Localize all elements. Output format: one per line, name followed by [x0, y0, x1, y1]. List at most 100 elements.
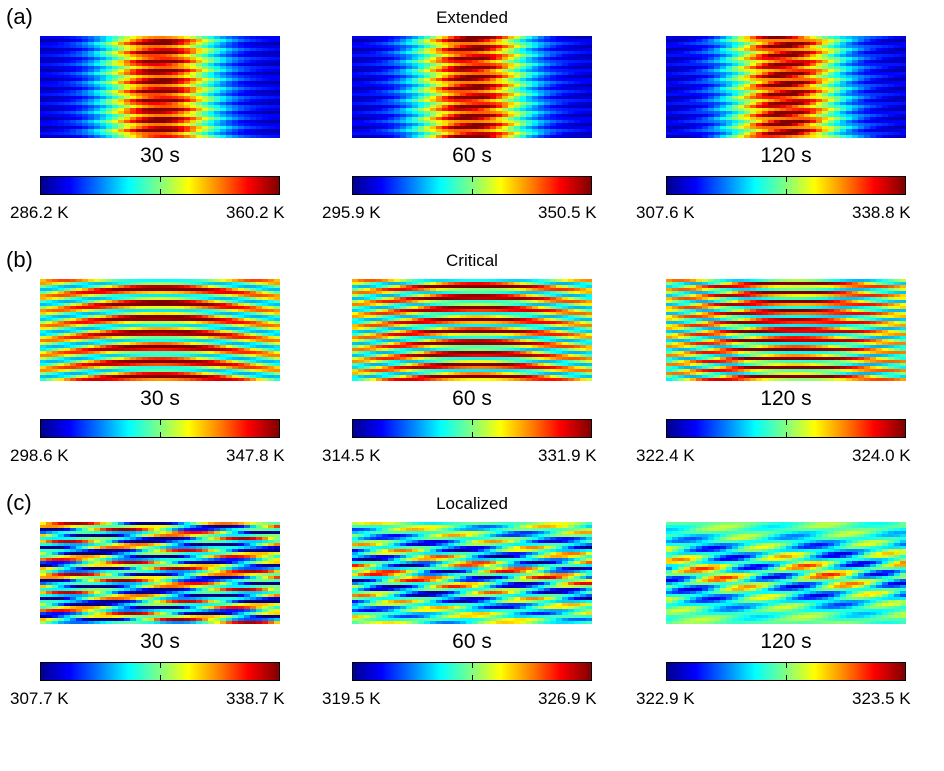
heatmap-cell — [684, 39, 691, 43]
colorbar-max-label: 360.2 K — [226, 203, 285, 222]
heatmap-cell — [232, 135, 239, 138]
heatmap-cell — [274, 105, 280, 109]
heatmap-cell — [142, 39, 149, 43]
heatmap-cell — [894, 75, 901, 79]
heatmap-cell — [52, 57, 59, 61]
heatmap-cell — [178, 114, 185, 118]
heatmap-cell — [478, 120, 485, 124]
heatmap-cell — [888, 66, 895, 70]
heatmap-cell — [118, 321, 125, 325]
heatmap-cell — [744, 75, 751, 79]
heatmap-cell — [94, 297, 101, 301]
heatmap-cell — [70, 300, 77, 304]
heatmap-cell — [76, 39, 83, 43]
heatmap-cell — [738, 105, 745, 109]
heatmap-cell — [172, 123, 179, 127]
heatmap-cell — [556, 96, 563, 100]
heatmap-cell — [870, 117, 877, 121]
heatmap-cell — [532, 132, 539, 136]
heatmap-cell — [418, 114, 425, 118]
heatmap-cell — [400, 60, 407, 64]
heatmap-cell — [732, 105, 739, 109]
heatmap-cell — [580, 111, 587, 115]
heatmap-cell — [220, 342, 227, 346]
heatmap-cell — [726, 36, 733, 40]
heatmap-cell — [124, 324, 131, 328]
heatmap-cell — [112, 108, 119, 112]
heatmap-cell — [208, 309, 215, 313]
heatmap-cell — [816, 48, 823, 52]
heatmap-cell — [394, 90, 401, 94]
heatmap-cell — [502, 60, 509, 64]
heatmap-cell — [840, 120, 847, 124]
heatmap-cell — [172, 42, 179, 46]
heatmap-cell — [202, 324, 209, 328]
heatmap-cell — [454, 51, 461, 55]
heatmap-cell — [870, 39, 877, 43]
heatmap-cell — [70, 96, 77, 100]
heatmap-cell — [550, 42, 557, 46]
heatmap-cell — [544, 45, 551, 49]
heatmap-cell — [370, 87, 377, 91]
heatmap-cell — [208, 288, 215, 292]
heatmap-cell — [208, 111, 215, 115]
heatmap-cell — [250, 303, 257, 307]
heatmap-cell — [52, 300, 59, 304]
heatmap-cell — [202, 51, 209, 55]
heatmap-cell — [774, 99, 781, 103]
heatmap-cell — [436, 60, 443, 64]
heatmap-cell — [214, 42, 221, 46]
heatmap-cell — [412, 69, 419, 73]
heatmap-cell — [720, 123, 727, 127]
heatmap-cell — [136, 111, 143, 115]
heatmap-cell — [870, 84, 877, 88]
heatmap-cell — [888, 63, 895, 67]
heatmap-cell — [376, 87, 383, 91]
heatmap-cell — [208, 132, 215, 136]
heatmap-cell — [166, 135, 173, 138]
heatmap-cell — [148, 54, 155, 58]
heatmap-cell — [738, 69, 745, 73]
heatmap-cell — [262, 294, 269, 298]
heatmap-cell — [100, 69, 107, 73]
heatmap-cell — [166, 312, 173, 316]
heatmap-cell — [106, 312, 113, 316]
heatmap-cell — [370, 81, 377, 85]
heatmap-cell — [250, 72, 257, 76]
heatmap-cell — [424, 54, 431, 58]
heatmap-cell — [846, 57, 853, 61]
heatmap-cell — [160, 333, 167, 337]
heatmap-cell — [154, 69, 161, 73]
heatmap-cell — [70, 306, 77, 310]
heatmap-cell — [88, 318, 95, 322]
heatmap-cell — [52, 126, 59, 130]
heatmap-cell — [562, 117, 569, 121]
heatmap-cell — [708, 114, 715, 118]
heatmap-cell — [118, 81, 125, 85]
time-label: 60 s — [452, 144, 492, 167]
heatmap-cell — [678, 57, 685, 61]
heatmap-cell — [870, 129, 877, 133]
heatmap-cell — [514, 39, 521, 43]
heatmap-cell — [358, 114, 365, 118]
heatmap-cell — [46, 111, 53, 115]
heatmap-cell — [178, 57, 185, 61]
heatmap-cell — [708, 117, 715, 121]
heatmap-cell — [40, 51, 47, 55]
heatmap-cell — [142, 99, 149, 103]
heatmap-cell — [496, 48, 503, 52]
heatmap-cell — [76, 63, 83, 67]
heatmap-cell — [508, 63, 515, 67]
heatmap-cell — [900, 81, 906, 85]
heatmap-cell — [804, 111, 811, 115]
heatmap-cell — [882, 120, 889, 124]
heatmap-cell — [810, 84, 817, 88]
heatmap-cell — [720, 120, 727, 124]
heatmap-cell — [166, 126, 173, 130]
heatmap-cell — [780, 117, 787, 121]
heatmap-cell — [882, 48, 889, 52]
heatmap-cell — [870, 57, 877, 61]
heatmap-cell — [88, 87, 95, 91]
heatmap-cell — [442, 126, 449, 130]
heatmap-cell — [418, 69, 425, 73]
